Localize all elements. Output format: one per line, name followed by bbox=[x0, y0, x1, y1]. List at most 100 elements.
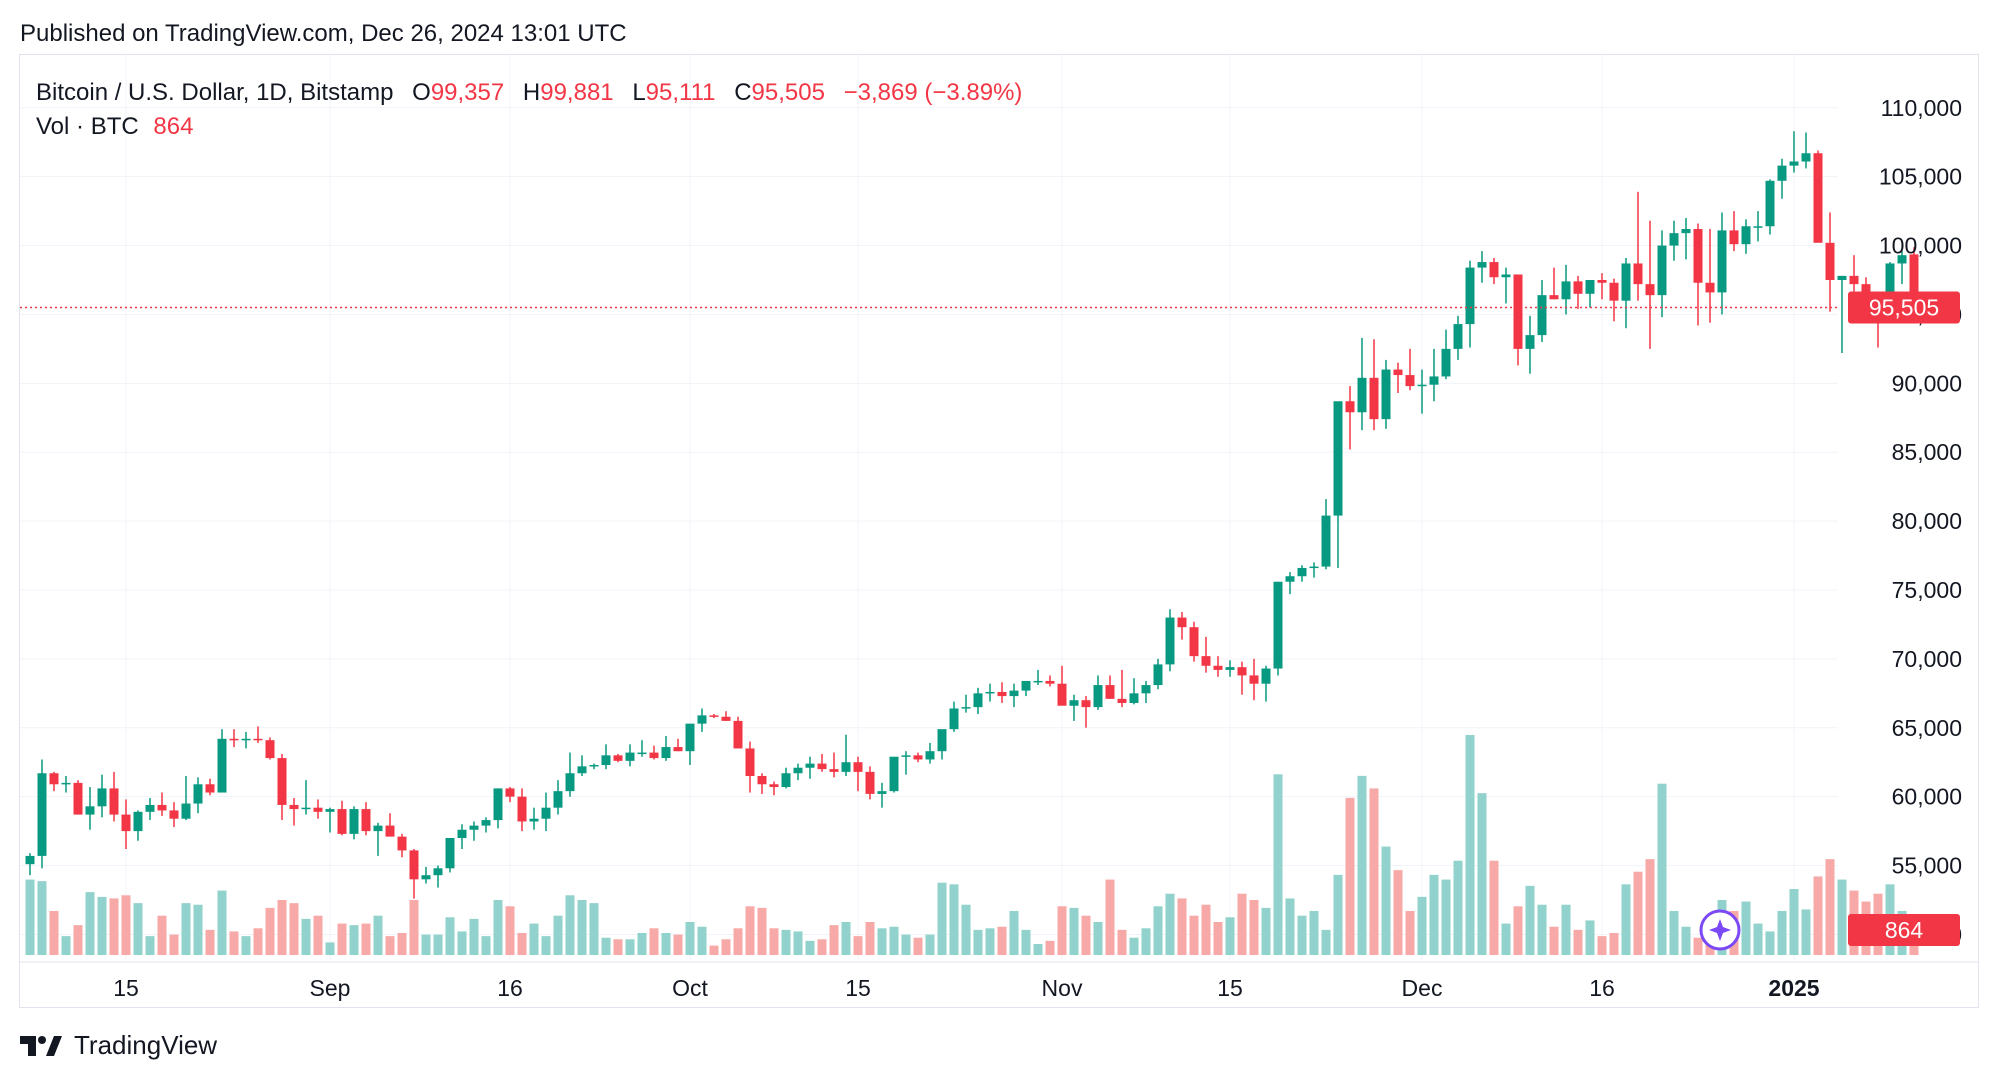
candle-body bbox=[1165, 617, 1175, 665]
candle-body bbox=[577, 766, 587, 774]
volume-bar bbox=[1309, 911, 1319, 955]
volume-bar bbox=[841, 922, 851, 955]
volume-bar bbox=[241, 936, 251, 955]
volume-bar bbox=[1333, 874, 1343, 955]
volume-bar bbox=[733, 928, 743, 955]
last-price-label: 95,505 bbox=[1869, 294, 1939, 320]
candle-body bbox=[829, 769, 839, 772]
volume-bar bbox=[337, 923, 347, 955]
candle-body bbox=[1885, 263, 1895, 318]
x-tick-label: 15 bbox=[1217, 975, 1243, 1001]
tradingview-brand[interactable]: TradingView bbox=[74, 1030, 218, 1060]
volume-bar bbox=[73, 925, 83, 955]
volume-label[interactable]: Vol · BTC bbox=[36, 113, 139, 140]
volume-bar bbox=[637, 933, 647, 955]
candle-body bbox=[1237, 667, 1247, 676]
candle-body bbox=[841, 762, 851, 772]
volume-bar bbox=[589, 903, 599, 955]
candle-body bbox=[1897, 255, 1907, 264]
volume-bar bbox=[1381, 846, 1391, 955]
volume-bar bbox=[1621, 884, 1631, 955]
candle-body bbox=[1693, 229, 1703, 283]
volume-bar bbox=[505, 906, 515, 955]
candle-body bbox=[49, 773, 59, 785]
volume-bar bbox=[1585, 920, 1595, 955]
volume-bar bbox=[1261, 907, 1271, 955]
published-caption: Published on TradingView.com, Dec 26, 20… bbox=[20, 20, 627, 47]
legend-price-row: Bitcoin / U.S. Dollar, 1D, Bitstamp O99,… bbox=[36, 76, 1022, 110]
volume-bar bbox=[553, 915, 563, 955]
candle-body bbox=[1213, 665, 1223, 670]
candle-body bbox=[565, 773, 575, 792]
candle-body bbox=[805, 763, 815, 768]
candle-body bbox=[961, 707, 971, 709]
candle-body bbox=[1825, 242, 1835, 280]
candle-body bbox=[1789, 161, 1799, 166]
symbol-title[interactable]: Bitcoin / U.S. Dollar, 1D, Bitstamp bbox=[36, 79, 394, 106]
y-tick-label: 90,000 bbox=[1892, 370, 1962, 396]
candle-body bbox=[1801, 153, 1811, 162]
sparkle-icon[interactable] bbox=[1699, 909, 1741, 951]
volume-bar bbox=[1357, 775, 1367, 955]
candle-body bbox=[481, 820, 491, 826]
volume-bar bbox=[1777, 911, 1787, 955]
tradingview-logo-icon[interactable] bbox=[20, 1034, 62, 1058]
volume-bar bbox=[781, 929, 791, 955]
candle-body bbox=[1297, 567, 1307, 577]
volume-bar bbox=[1117, 929, 1127, 955]
candle-body bbox=[1261, 668, 1271, 684]
candle-body bbox=[1729, 230, 1739, 245]
volume-bar bbox=[1837, 879, 1847, 955]
volume-bar bbox=[997, 926, 1007, 955]
volume-badge bbox=[1848, 914, 1960, 946]
volume-bar bbox=[1825, 859, 1835, 955]
candle-body bbox=[601, 755, 611, 765]
candle-body bbox=[721, 716, 731, 721]
volume-bar bbox=[1273, 774, 1283, 955]
candle-body bbox=[1141, 685, 1151, 694]
volume-bar bbox=[709, 945, 719, 955]
time-axis: 15 Sep 16 Oct 15 Nov 15 Dec 16 2025 bbox=[20, 961, 1978, 1001]
x-tick-label: Oct bbox=[672, 975, 708, 1001]
candle-body bbox=[769, 784, 779, 788]
candle-body bbox=[1453, 324, 1463, 349]
volume-bar bbox=[1081, 915, 1091, 955]
volume-bar bbox=[1669, 911, 1679, 955]
volume-bar bbox=[1225, 917, 1235, 955]
candle-body bbox=[937, 729, 947, 752]
volume-bar bbox=[157, 915, 167, 955]
volume-badge-label: 864 bbox=[1885, 917, 1924, 943]
y-tick-label: 105,000 bbox=[1879, 164, 1962, 190]
candle-body bbox=[853, 762, 863, 772]
candle-body bbox=[457, 829, 467, 838]
volume-bar bbox=[1657, 783, 1667, 955]
candle-body bbox=[349, 809, 359, 834]
volume-bar bbox=[229, 931, 239, 955]
volume-bar bbox=[817, 939, 827, 955]
volume-bar bbox=[49, 911, 59, 955]
candle-body bbox=[25, 855, 35, 865]
candle-body bbox=[997, 691, 1007, 697]
volume-bar bbox=[1189, 915, 1199, 955]
volume-bar bbox=[1813, 876, 1823, 955]
candle-body bbox=[757, 776, 767, 785]
volume-bar bbox=[1153, 906, 1163, 955]
volume-bar bbox=[901, 934, 911, 955]
candle-body bbox=[1117, 698, 1127, 703]
candle-body bbox=[277, 758, 287, 805]
candle-body bbox=[469, 825, 479, 830]
candle-body bbox=[241, 738, 251, 741]
candle-body bbox=[1105, 685, 1115, 699]
candle-body bbox=[1057, 683, 1067, 706]
volume-bar bbox=[1417, 896, 1427, 955]
volume-bar bbox=[265, 907, 275, 955]
candle-body bbox=[1525, 335, 1535, 349]
volume-bar bbox=[1033, 944, 1043, 955]
candle-body bbox=[613, 755, 623, 761]
volume-bar bbox=[1909, 942, 1919, 955]
volume-bar bbox=[1537, 904, 1547, 955]
volume-bar bbox=[913, 937, 923, 955]
volume-bar bbox=[1489, 860, 1499, 955]
chart-legend: Bitcoin / U.S. Dollar, 1D, Bitstamp O99,… bbox=[36, 76, 1022, 144]
